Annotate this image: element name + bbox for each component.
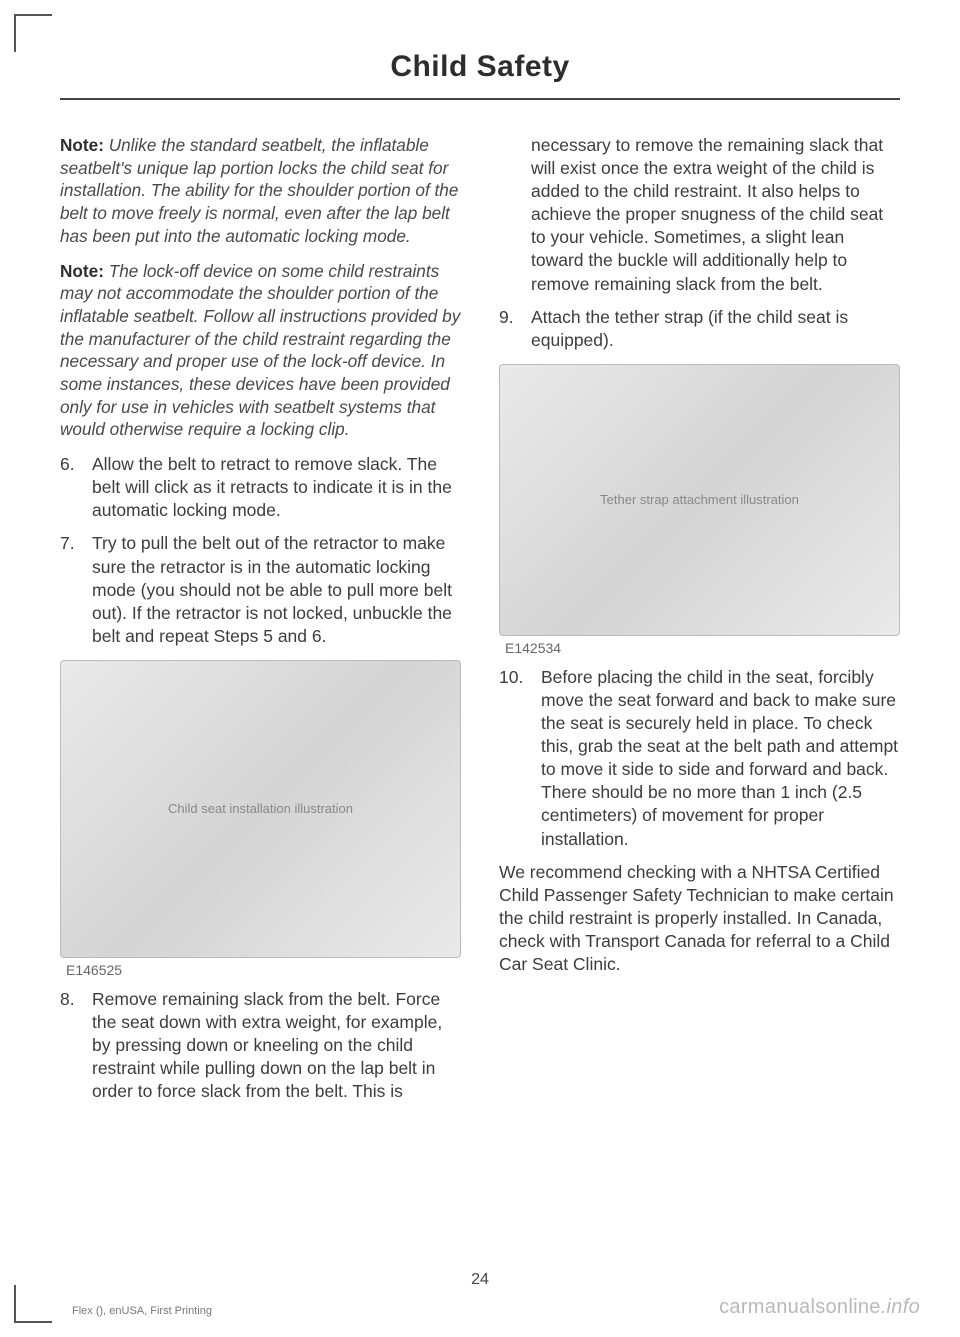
step-9: 9. Attach the tether strap (if the child… bbox=[499, 306, 900, 352]
note-label: Note: bbox=[60, 135, 104, 155]
page-title: Child Safety bbox=[60, 50, 900, 100]
step-8-continuation: necessary to remove the remaining slack … bbox=[499, 134, 900, 296]
note-2: Note: The lock-off device on some child … bbox=[60, 260, 461, 442]
note-text: The lock-off device on some child restra… bbox=[60, 261, 460, 440]
closing-paragraph: We recommend checking with a NHTSA Certi… bbox=[499, 861, 900, 976]
figure-left: Child seat installation illustration E14… bbox=[60, 660, 461, 978]
figure-caption: E146525 bbox=[60, 962, 461, 978]
footer-left: Flex (), enUSA, First Printing bbox=[72, 1305, 212, 1317]
step-text: Before placing the child in the seat, fo… bbox=[541, 666, 900, 851]
figure-image-placeholder: Tether strap attachment illustration bbox=[499, 364, 900, 636]
steps-list-right-2: 10. Before placing the child in the seat… bbox=[499, 666, 900, 851]
continuation-block: necessary to remove the remaining slack … bbox=[499, 134, 900, 296]
note-label: Note: bbox=[60, 261, 104, 281]
crop-mark-tl bbox=[14, 14, 52, 52]
figure-image-placeholder: Child seat installation illustration bbox=[60, 660, 461, 958]
figure-caption: E142534 bbox=[499, 640, 900, 656]
steps-list-right-1: 9. Attach the tether strap (if the child… bbox=[499, 306, 900, 352]
crop-mark-bl bbox=[14, 1285, 52, 1323]
note-text: Unlike the standard seatbelt, the inflat… bbox=[60, 135, 458, 246]
step-10: 10. Before placing the child in the seat… bbox=[499, 666, 900, 851]
content-columns: Note: Unlike the standard seatbelt, the … bbox=[60, 134, 900, 1113]
left-column: Note: Unlike the standard seatbelt, the … bbox=[60, 134, 461, 1113]
step-text: Remove remaining slack from the belt. Fo… bbox=[92, 988, 461, 1103]
footer-suffix: .info bbox=[881, 1296, 920, 1318]
steps-list-left-2: 8. Remove remaining slack from the belt.… bbox=[60, 988, 461, 1103]
step-number: 7. bbox=[60, 532, 92, 647]
step-text: Attach the tether strap (if the child se… bbox=[531, 306, 900, 352]
step-number: 8. bbox=[60, 988, 92, 1103]
step-number: 10. bbox=[499, 666, 541, 851]
step-6: 6. Allow the belt to retract to remove s… bbox=[60, 453, 461, 522]
figure-right: Tether strap attachment illustration E14… bbox=[499, 364, 900, 656]
step-number-spacer bbox=[499, 134, 531, 296]
figure-alt: Child seat installation illustration bbox=[168, 801, 353, 816]
note-1: Note: Unlike the standard seatbelt, the … bbox=[60, 134, 461, 248]
step-8: 8. Remove remaining slack from the belt.… bbox=[60, 988, 461, 1103]
figure-alt: Tether strap attachment illustration bbox=[600, 492, 799, 507]
steps-list-left-1: 6. Allow the belt to retract to remove s… bbox=[60, 453, 461, 648]
step-text: Allow the belt to retract to remove slac… bbox=[92, 453, 461, 522]
footer-site: carmanualsonline bbox=[719, 1296, 881, 1318]
step-text: necessary to remove the remaining slack … bbox=[531, 134, 900, 296]
right-column: necessary to remove the remaining slack … bbox=[499, 134, 900, 1113]
step-7: 7. Try to pull the belt out of the retra… bbox=[60, 532, 461, 647]
page-number: 24 bbox=[0, 1271, 960, 1289]
step-number: 9. bbox=[499, 306, 531, 352]
step-text: Try to pull the belt out of the retracto… bbox=[92, 532, 461, 647]
footer-right: carmanualsonline.info bbox=[719, 1296, 920, 1319]
step-number: 6. bbox=[60, 453, 92, 522]
